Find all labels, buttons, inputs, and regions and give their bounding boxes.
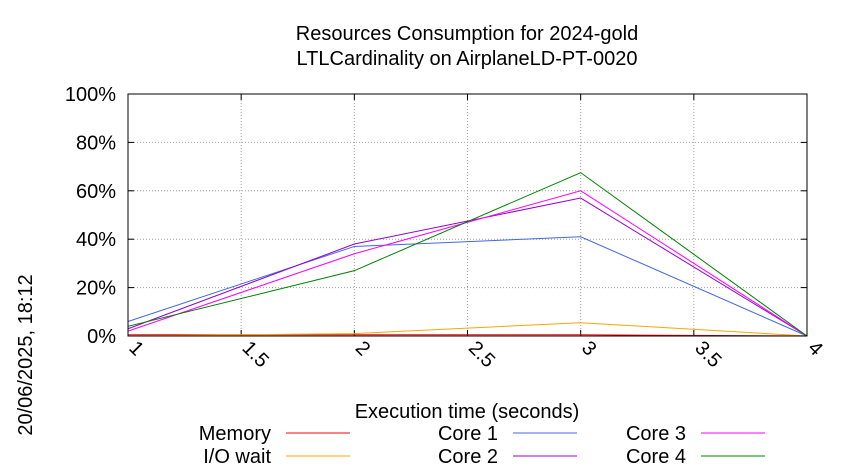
series-line-core-2 [127, 197, 808, 337]
y-tick-label: 80% [76, 132, 116, 154]
grid-lines [128, 94, 807, 336]
x-tick-label: 3.5 [690, 337, 725, 372]
series-line-core-3 [127, 190, 808, 337]
y-axis-ticks: 0% 20% 40% 60% 80% 100% [65, 84, 807, 348]
y-tick-label: 40% [76, 229, 116, 251]
series-line-core-4 [127, 172, 808, 337]
y-tick-label: 0% [87, 326, 116, 348]
x-tick-label: 3 [577, 337, 600, 360]
plot-border [127, 93, 808, 337]
y-tick-label: 100% [65, 84, 116, 106]
legend-label-core-2: Core 2 [438, 446, 498, 468]
x-tick-label: 4 [803, 337, 826, 360]
y-tick-label: 60% [76, 181, 116, 203]
x-tick-label: 2 [351, 337, 374, 360]
timestamp-label: 20/06/2025, 18:12 [15, 274, 37, 435]
x-tick-label: 2.5 [464, 337, 499, 372]
legend-label-core-3: Core 3 [626, 423, 686, 445]
x-tick-label: 1 [124, 337, 147, 360]
series-lines [127, 172, 808, 337]
y-tick-label: 20% [76, 278, 116, 300]
series-line-i-o-wait [127, 322, 808, 337]
x-axis-label: Execution time (seconds) [355, 401, 580, 423]
chart-title-line-1: Resources Consumption for 2024-gold [296, 23, 638, 45]
series-line-core-1 [127, 236, 808, 337]
chart-title-line-2: LTLCardinality on AirplaneLD-PT-0020 [297, 48, 638, 70]
chart-title: Resources Consumption for 2024-gold LTLC… [296, 23, 638, 70]
x-tick-label: 1.5 [238, 337, 273, 372]
legend-label-i-o-wait: I/O wait [203, 446, 271, 468]
legend-label-core-1: Core 1 [438, 423, 498, 445]
legend-label-memory: Memory [199, 423, 271, 445]
x-axis-ticks: 1 1.5 2 2.5 3 3.5 4 [124, 94, 827, 372]
legend-label-core-4: Core 4 [626, 446, 686, 468]
